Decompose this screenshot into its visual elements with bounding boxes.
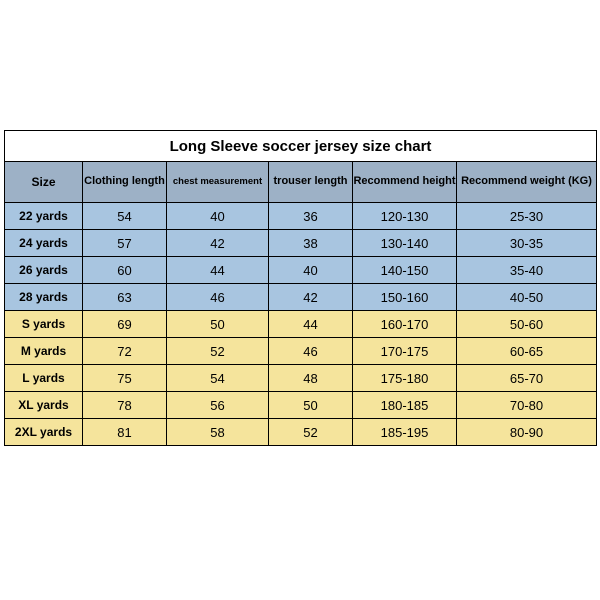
cell-chest: 46 — [167, 284, 269, 311]
table-row: 28 yards634642150-16040-50 — [5, 284, 597, 311]
cell-trouser: 50 — [269, 392, 353, 419]
col-chest: chest measurement — [167, 162, 269, 203]
cell-height: 120-130 — [353, 203, 457, 230]
cell-chest: 56 — [167, 392, 269, 419]
size-chart-table: Long Sleeve soccer jersey size chart Siz… — [4, 130, 597, 446]
chart-title: Long Sleeve soccer jersey size chart — [5, 131, 597, 162]
cell-size: XL yards — [5, 392, 83, 419]
cell-size: S yards — [5, 311, 83, 338]
size-chart-container: Long Sleeve soccer jersey size chart Siz… — [0, 0, 600, 600]
cell-height: 130-140 — [353, 230, 457, 257]
cell-weight: 40-50 — [457, 284, 597, 311]
cell-trouser: 44 — [269, 311, 353, 338]
cell-weight: 65-70 — [457, 365, 597, 392]
table-row: M yards725246170-17560-65 — [5, 338, 597, 365]
col-clothing: Clothing length — [83, 162, 167, 203]
cell-weight: 25-30 — [457, 203, 597, 230]
cell-trouser: 48 — [269, 365, 353, 392]
cell-chest: 58 — [167, 419, 269, 446]
cell-chest: 42 — [167, 230, 269, 257]
cell-clothing: 78 — [83, 392, 167, 419]
col-weight: Recommend weight (KG) — [457, 162, 597, 203]
table-row: 22 yards544036120-13025-30 — [5, 203, 597, 230]
cell-chest: 54 — [167, 365, 269, 392]
col-trouser: trouser length — [269, 162, 353, 203]
cell-chest: 50 — [167, 311, 269, 338]
cell-size: 2XL yards — [5, 419, 83, 446]
cell-height: 170-175 — [353, 338, 457, 365]
cell-clothing: 60 — [83, 257, 167, 284]
cell-size: 26 yards — [5, 257, 83, 284]
cell-trouser: 46 — [269, 338, 353, 365]
cell-trouser: 38 — [269, 230, 353, 257]
cell-chest: 40 — [167, 203, 269, 230]
cell-height: 160-170 — [353, 311, 457, 338]
table-row: 26 yards604440140-15035-40 — [5, 257, 597, 284]
table-body: 22 yards544036120-13025-3024 yards574238… — [5, 203, 597, 446]
cell-height: 175-180 — [353, 365, 457, 392]
cell-weight: 60-65 — [457, 338, 597, 365]
cell-clothing: 72 — [83, 338, 167, 365]
cell-size: 28 yards — [5, 284, 83, 311]
cell-trouser: 42 — [269, 284, 353, 311]
header-row: Size Clothing length chest measurement t… — [5, 162, 597, 203]
cell-size: M yards — [5, 338, 83, 365]
cell-weight: 70-80 — [457, 392, 597, 419]
cell-clothing: 75 — [83, 365, 167, 392]
cell-weight: 80-90 — [457, 419, 597, 446]
table-row: 24 yards574238130-14030-35 — [5, 230, 597, 257]
cell-trouser: 52 — [269, 419, 353, 446]
cell-chest: 52 — [167, 338, 269, 365]
cell-height: 150-160 — [353, 284, 457, 311]
cell-trouser: 40 — [269, 257, 353, 284]
cell-weight: 50-60 — [457, 311, 597, 338]
cell-weight: 35-40 — [457, 257, 597, 284]
cell-weight: 30-35 — [457, 230, 597, 257]
cell-size: 22 yards — [5, 203, 83, 230]
cell-trouser: 36 — [269, 203, 353, 230]
title-row: Long Sleeve soccer jersey size chart — [5, 131, 597, 162]
col-height: Recommend height — [353, 162, 457, 203]
col-size: Size — [5, 162, 83, 203]
cell-clothing: 69 — [83, 311, 167, 338]
cell-height: 185-195 — [353, 419, 457, 446]
cell-chest: 44 — [167, 257, 269, 284]
cell-clothing: 57 — [83, 230, 167, 257]
table-row: 2XL yards815852185-19580-90 — [5, 419, 597, 446]
table-row: S yards695044160-17050-60 — [5, 311, 597, 338]
cell-height: 140-150 — [353, 257, 457, 284]
table-row: XL yards785650180-18570-80 — [5, 392, 597, 419]
cell-size: L yards — [5, 365, 83, 392]
cell-size: 24 yards — [5, 230, 83, 257]
cell-height: 180-185 — [353, 392, 457, 419]
table-row: L yards755448175-18065-70 — [5, 365, 597, 392]
cell-clothing: 63 — [83, 284, 167, 311]
cell-clothing: 81 — [83, 419, 167, 446]
cell-clothing: 54 — [83, 203, 167, 230]
